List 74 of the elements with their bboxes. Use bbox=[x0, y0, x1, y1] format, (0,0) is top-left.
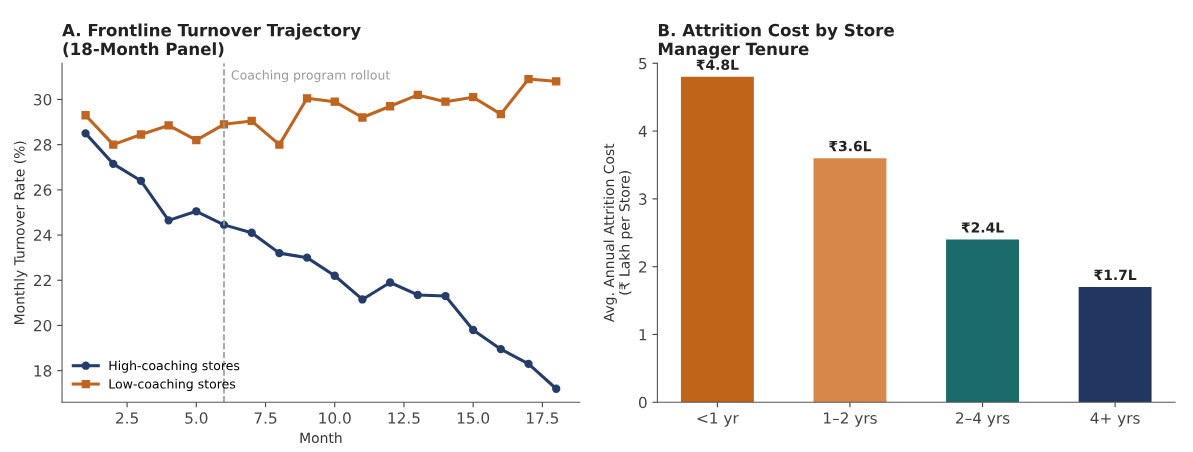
x-tick-label: 5.0 bbox=[185, 412, 208, 424]
bar bbox=[813, 158, 887, 403]
point bbox=[275, 140, 284, 149]
point bbox=[552, 77, 561, 86]
chart-title: B. Attrition Cost by Store Manager Tenure bbox=[658, 23, 894, 59]
data-label: ₹2.4L bbox=[961, 222, 1004, 233]
point bbox=[109, 159, 118, 169]
point bbox=[496, 345, 506, 354]
x-tick-label: 2–4 yrs bbox=[956, 412, 1010, 427]
x-tick-label: 17.5 bbox=[527, 412, 559, 424]
legend-label: Low-coaching stores bbox=[109, 378, 236, 392]
point bbox=[441, 291, 450, 301]
y-tick-label: 2 bbox=[639, 261, 647, 273]
point bbox=[302, 94, 312, 103]
ref-line-label: Coaching program rollout bbox=[231, 70, 390, 83]
point bbox=[164, 216, 173, 225]
y-tick-label: 5 bbox=[639, 57, 647, 70]
x-tick-label: 15.0 bbox=[457, 412, 490, 424]
x-tick-label: 4+ yrs bbox=[1090, 412, 1140, 427]
bar bbox=[1078, 287, 1152, 403]
y-tick-label: 26 bbox=[33, 184, 52, 196]
x-tick-label: 7.5 bbox=[254, 412, 277, 424]
point bbox=[358, 113, 367, 122]
point bbox=[164, 121, 173, 130]
point bbox=[413, 90, 422, 100]
y-tick-label: 30 bbox=[34, 93, 52, 106]
point bbox=[192, 135, 201, 145]
point bbox=[302, 253, 312, 262]
point bbox=[330, 271, 339, 280]
point bbox=[358, 295, 367, 304]
point bbox=[552, 384, 561, 393]
y-tick-label: 20 bbox=[33, 319, 52, 332]
point bbox=[247, 228, 256, 237]
y-axis-title: Avg. Annual Attrition Cost (₹ Lakh per Store) bbox=[603, 143, 633, 323]
y-tick-label: 28 bbox=[33, 139, 52, 151]
point bbox=[385, 102, 395, 111]
point bbox=[330, 97, 339, 106]
x-tick-label: 2.5 bbox=[116, 412, 138, 424]
point bbox=[524, 74, 533, 84]
point bbox=[81, 129, 90, 138]
point bbox=[81, 111, 90, 120]
point bbox=[192, 207, 201, 216]
point bbox=[468, 93, 478, 102]
point bbox=[468, 325, 478, 335]
x-tick-label: 1–2 yrs bbox=[824, 412, 877, 427]
y-tick-label: 1 bbox=[639, 329, 647, 341]
point bbox=[136, 176, 146, 185]
x-tick-label: 12.5 bbox=[388, 412, 420, 424]
bar bbox=[680, 76, 754, 403]
x-tick-label: 10.0 bbox=[319, 412, 351, 424]
y-axis-title: Monthly Turnover Rate (%) bbox=[13, 141, 28, 324]
point bbox=[413, 290, 422, 300]
data-label: ₹3.6L bbox=[829, 140, 872, 152]
chart-title: A. Frontline Turnover Trajectory (18-Month Panel) bbox=[62, 23, 361, 58]
data-label: ₹1.7L bbox=[1094, 269, 1137, 280]
point bbox=[109, 140, 118, 149]
y-tick-label: 0 bbox=[638, 396, 647, 409]
point bbox=[496, 109, 506, 119]
y-tick-label: 24 bbox=[33, 229, 52, 241]
y-tick-label: 18 bbox=[34, 365, 52, 377]
x-axis-title: Month bbox=[300, 432, 342, 444]
point bbox=[275, 248, 284, 258]
y-tick-label: 4 bbox=[638, 125, 647, 137]
data-label: ₹4.8L bbox=[696, 59, 739, 70]
y-tick-label: 3 bbox=[639, 193, 647, 205]
point bbox=[385, 278, 395, 287]
point bbox=[524, 359, 533, 369]
x-tick-label: <1 yr bbox=[697, 412, 739, 427]
bar bbox=[946, 239, 1019, 403]
point bbox=[441, 97, 450, 106]
point bbox=[247, 116, 256, 126]
y-tick-label: 22 bbox=[33, 274, 51, 287]
legend-label: High-coaching stores bbox=[109, 360, 240, 373]
point bbox=[136, 130, 146, 139]
